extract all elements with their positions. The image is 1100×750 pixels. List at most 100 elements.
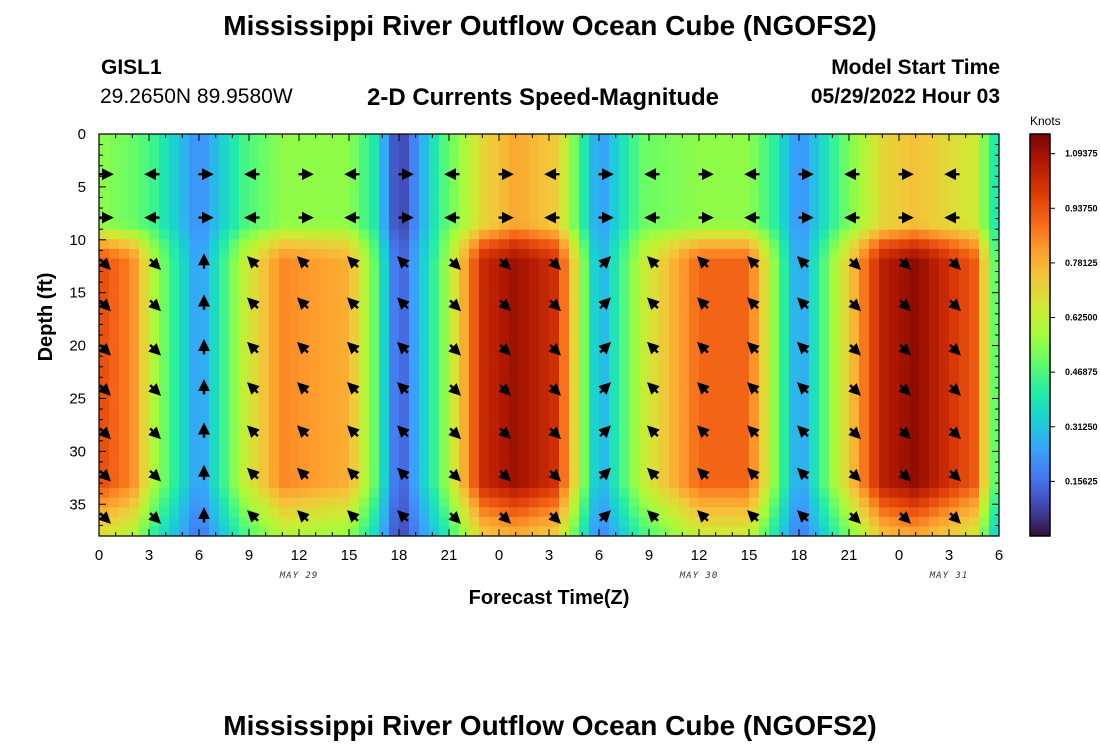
heatmap-cell — [339, 296, 350, 307]
heatmap-cell — [179, 344, 190, 355]
heatmap-cell — [569, 411, 580, 422]
heatmap-cell — [489, 421, 500, 432]
heatmap-cell — [349, 497, 360, 508]
heatmap-cell — [299, 268, 310, 279]
heatmap-cell — [769, 430, 780, 441]
heatmap-cell — [389, 143, 400, 154]
heatmap-cell — [859, 268, 870, 279]
heatmap-cell — [809, 258, 820, 269]
heatmap-cell — [409, 268, 420, 279]
heatmap-cell — [869, 220, 880, 231]
heatmap-cell — [109, 248, 120, 260]
heatmap-cell — [469, 268, 480, 279]
heatmap-cell — [139, 382, 150, 394]
heatmap-cell — [159, 430, 170, 441]
heatmap-cell — [989, 354, 1000, 365]
heatmap-cell — [659, 335, 670, 346]
heatmap-cell — [709, 363, 720, 374]
heatmap-cell — [739, 210, 750, 221]
heatmap-cell — [969, 516, 980, 528]
heatmap-cell — [869, 488, 880, 499]
current-vector-arrow — [598, 341, 611, 355]
heatmap-cell — [589, 277, 600, 288]
heatmap-cell — [409, 287, 420, 298]
heatmap-cell — [699, 402, 710, 413]
heatmap-cell — [629, 354, 640, 365]
heatmap-cell — [529, 229, 540, 240]
heatmap-cell — [229, 201, 240, 212]
heatmap-cell — [389, 201, 400, 212]
heatmap-cell — [649, 181, 660, 193]
heatmap-cell — [349, 402, 360, 413]
heatmap-cell — [579, 421, 590, 432]
current-vectors — [98, 168, 961, 524]
heatmap-cell — [629, 201, 640, 212]
heatmap-cell — [569, 459, 580, 470]
heatmap-cell — [99, 143, 110, 154]
heatmap-cell — [239, 325, 250, 336]
current-vector-arrow — [747, 341, 760, 355]
heatmap-cell — [989, 306, 1000, 317]
heatmap-cell — [539, 382, 550, 394]
heatmap-cell — [589, 181, 600, 193]
heatmap-cell — [689, 497, 700, 508]
heatmap-cell — [379, 134, 390, 145]
heatmap-cell — [879, 181, 890, 193]
heatmap-cell — [289, 402, 300, 413]
heatmap-cell — [949, 306, 960, 317]
heatmap-cell — [539, 373, 550, 384]
heatmap-cell — [889, 220, 900, 231]
heatmap-cell — [109, 449, 120, 461]
heatmap-cell — [949, 287, 960, 298]
current-vector-arrow — [697, 510, 710, 523]
heatmap-cell — [359, 277, 370, 288]
heatmap-cell — [989, 421, 1000, 432]
heatmap-cell — [279, 497, 290, 508]
heatmap-cell — [929, 373, 940, 384]
heatmap-cell — [329, 201, 340, 212]
heatmap-cell — [849, 363, 860, 374]
heatmap-cell — [419, 315, 430, 327]
heatmap-cell — [299, 153, 310, 164]
heatmap-cell — [169, 153, 180, 164]
heatmap-cell — [439, 315, 450, 327]
heatmap-cell — [219, 488, 230, 499]
heatmap-cell — [929, 459, 940, 470]
heatmap-cell — [609, 354, 620, 365]
heatmap-cell — [869, 469, 880, 480]
current-vector-arrow — [397, 425, 410, 439]
heatmap-cell — [859, 354, 870, 365]
heatmap-cell — [459, 229, 470, 240]
heatmap-cell — [919, 172, 930, 183]
heatmap-cell — [369, 430, 380, 441]
heatmap-cell — [679, 306, 690, 317]
heatmap-cell — [869, 296, 880, 307]
heatmap-cell — [779, 507, 790, 518]
heatmap-cell — [119, 382, 130, 394]
heatmap-cell — [759, 411, 770, 422]
heatmap-cell — [719, 210, 730, 221]
heatmap-cell — [279, 268, 290, 279]
heatmap-cell — [929, 516, 940, 528]
heatmap-cell — [759, 191, 770, 202]
heatmap-cell — [939, 248, 950, 260]
heatmap-cell — [789, 296, 800, 307]
heatmap-cell — [329, 344, 340, 355]
heatmap-cell — [309, 430, 320, 441]
heatmap-cell — [379, 325, 390, 336]
heatmap-cell — [929, 440, 940, 451]
current-vector-arrow — [297, 510, 310, 523]
heatmap-cell — [139, 344, 150, 355]
heatmap-cell — [899, 449, 910, 461]
heatmap-cell — [459, 134, 470, 145]
heatmap-cell — [609, 335, 620, 346]
heatmap-cell — [129, 411, 140, 422]
heatmap-cell — [819, 248, 830, 260]
heatmap-cell — [899, 287, 910, 298]
heatmap-cell — [519, 306, 530, 317]
heatmap-cell — [959, 162, 970, 173]
heatmap-cell — [639, 296, 650, 307]
heatmap-cell — [939, 134, 950, 145]
heatmap-cell — [259, 459, 270, 470]
heatmap-cell — [429, 134, 440, 145]
